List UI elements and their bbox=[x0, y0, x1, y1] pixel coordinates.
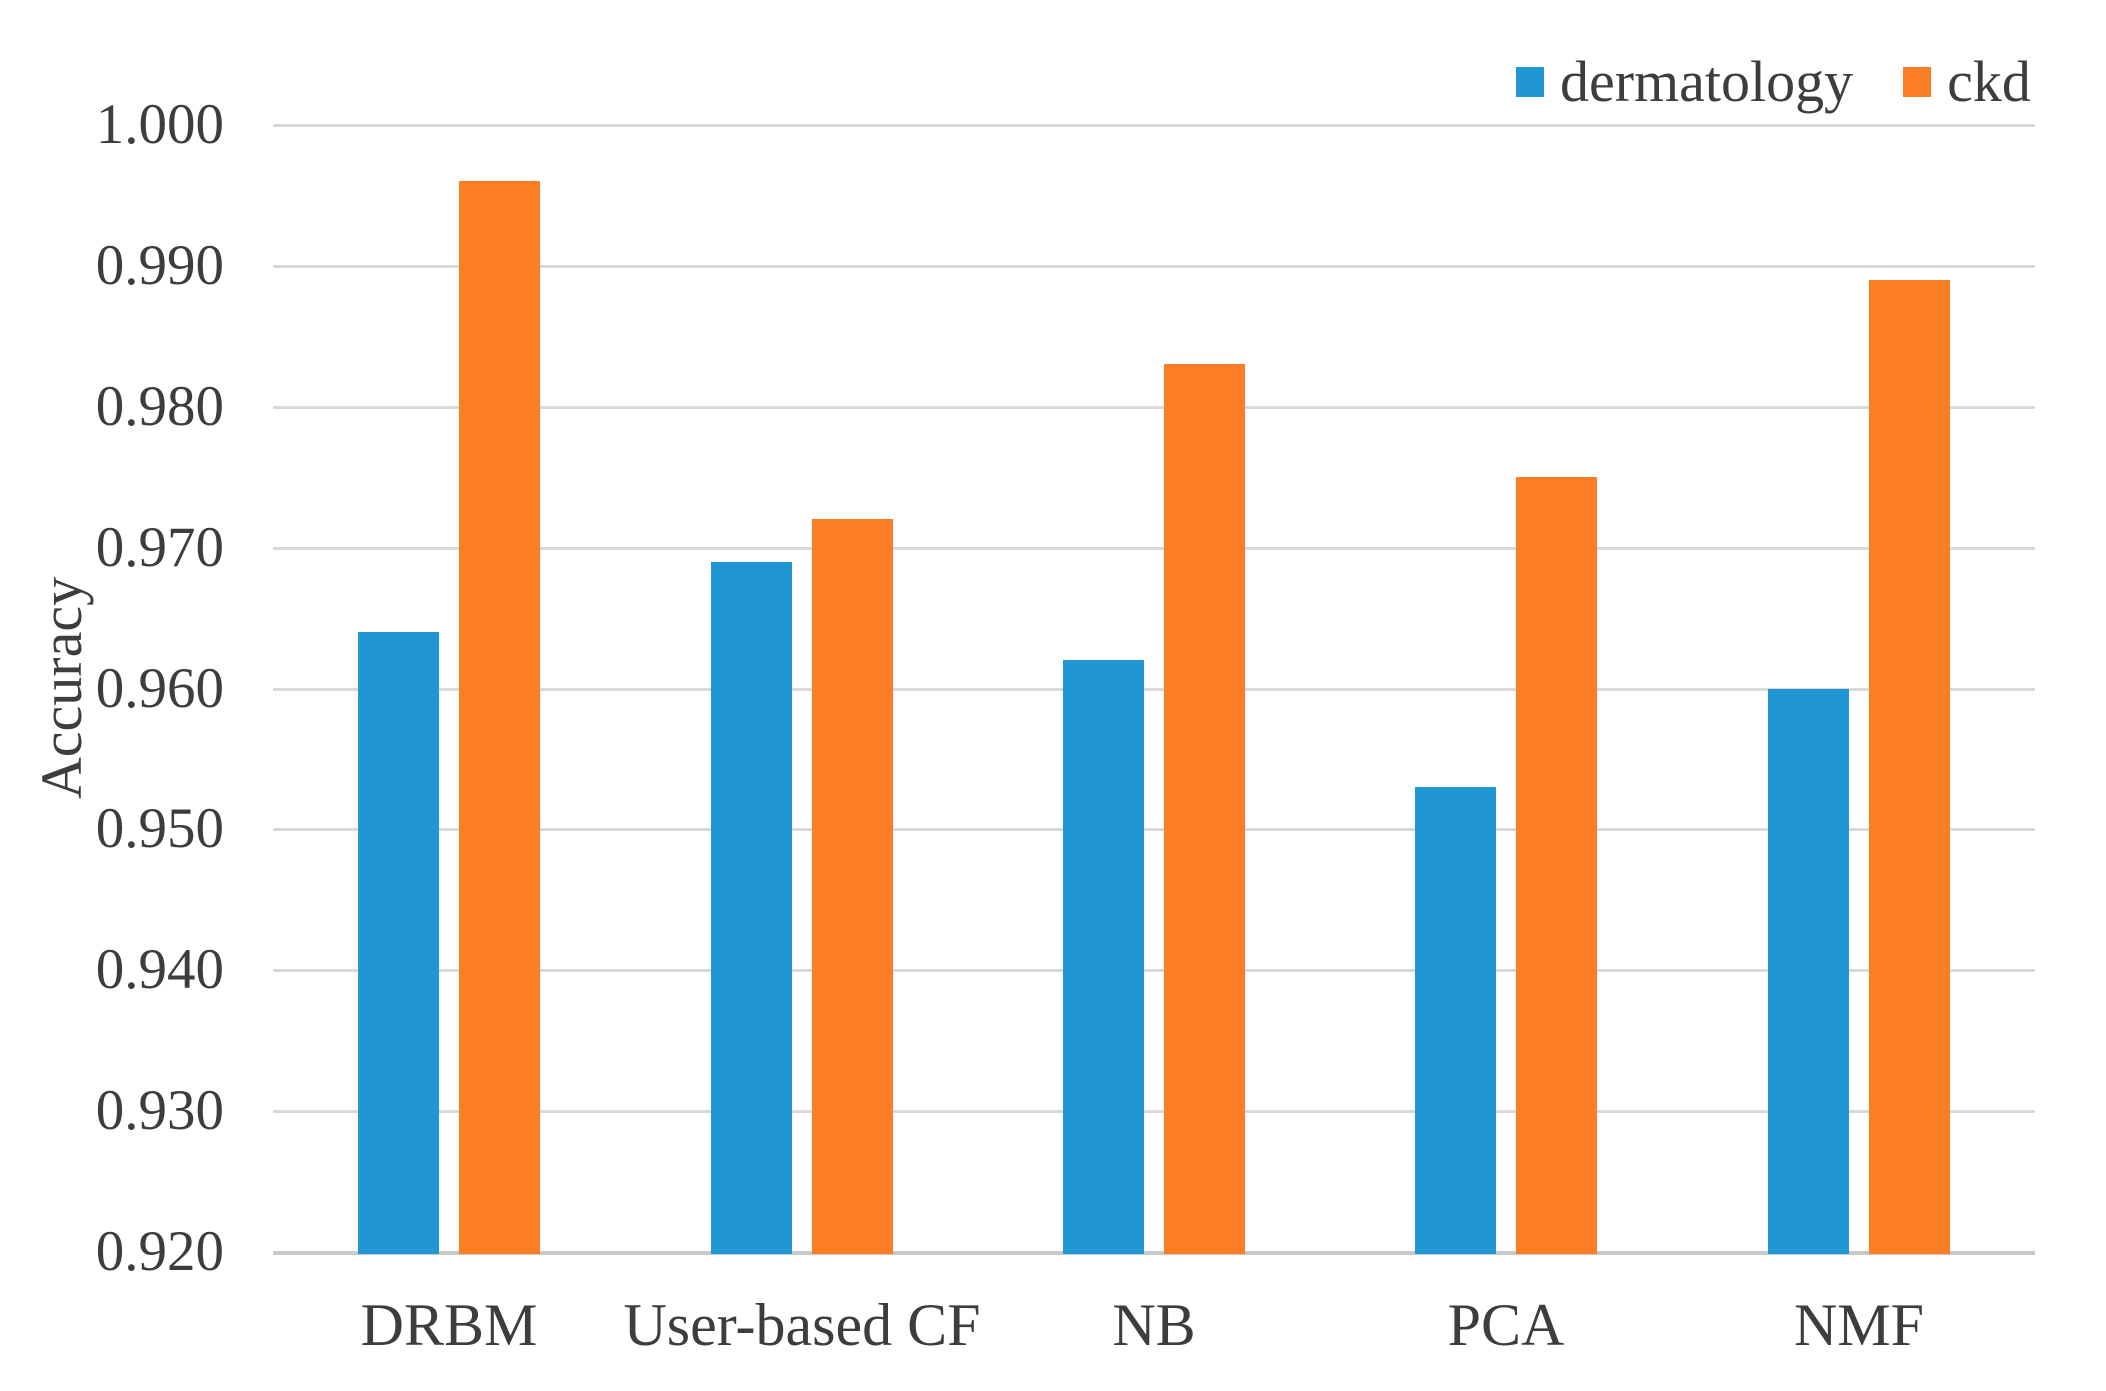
gridline bbox=[273, 124, 2035, 127]
y-tick-label: 0.980 bbox=[95, 375, 224, 438]
y-tick-label: 0.990 bbox=[95, 234, 224, 297]
gridline bbox=[273, 688, 2035, 691]
y-tick-label: 0.920 bbox=[95, 1220, 224, 1283]
legend-label-ckd: ckd bbox=[1947, 49, 2031, 114]
y-tick-label: 0.940 bbox=[95, 938, 224, 1001]
bar-ckd-NMF bbox=[1869, 280, 1950, 1254]
gridline bbox=[273, 828, 2035, 831]
bar-ckd-DRBM bbox=[459, 181, 540, 1254]
bar-dermatology-PCA bbox=[1415, 787, 1496, 1254]
x-category-label: User-based CF bbox=[623, 1292, 981, 1358]
x-category-label: NMF bbox=[1793, 1292, 1925, 1358]
y-tick-label: 0.960 bbox=[95, 657, 224, 720]
legend-label-dermatology: dermatology bbox=[1560, 49, 1854, 114]
legend-swatch-dermatology-icon bbox=[1516, 67, 1544, 97]
bar-dermatology-NB bbox=[1063, 660, 1144, 1254]
gridline bbox=[273, 265, 2035, 268]
gridline bbox=[273, 1110, 2035, 1113]
gridline bbox=[273, 547, 2035, 550]
y-tick-label: 1.000 bbox=[95, 93, 224, 156]
legend-item-ckd: ckd bbox=[1903, 53, 2031, 111]
bar-dermatology-DRBM bbox=[358, 632, 439, 1254]
legend-swatch-ckd-icon bbox=[1903, 67, 1932, 97]
legend-item-dermatology: dermatology bbox=[1516, 53, 1853, 111]
bar-ckd-User-based CF bbox=[812, 519, 893, 1254]
chart-legend: dermatology ckd bbox=[1516, 44, 2031, 120]
bar-ckd-NB bbox=[1164, 364, 1245, 1254]
x-category-label: DRBM bbox=[360, 1292, 538, 1358]
y-tick-label: 0.970 bbox=[95, 516, 224, 579]
bar-dermatology-User-based CF bbox=[711, 562, 792, 1254]
bar-ckd-PCA bbox=[1516, 477, 1597, 1254]
x-category-label: PCA bbox=[1447, 1292, 1565, 1358]
gridline bbox=[273, 969, 2035, 972]
gridline bbox=[273, 1251, 2035, 1255]
bar-dermatology-NMF bbox=[1768, 689, 1849, 1254]
y-tick-label: 0.950 bbox=[95, 797, 224, 860]
y-tick-label: 0.930 bbox=[95, 1079, 224, 1142]
gridline bbox=[273, 406, 2035, 409]
x-category-label: NB bbox=[1112, 1292, 1196, 1358]
